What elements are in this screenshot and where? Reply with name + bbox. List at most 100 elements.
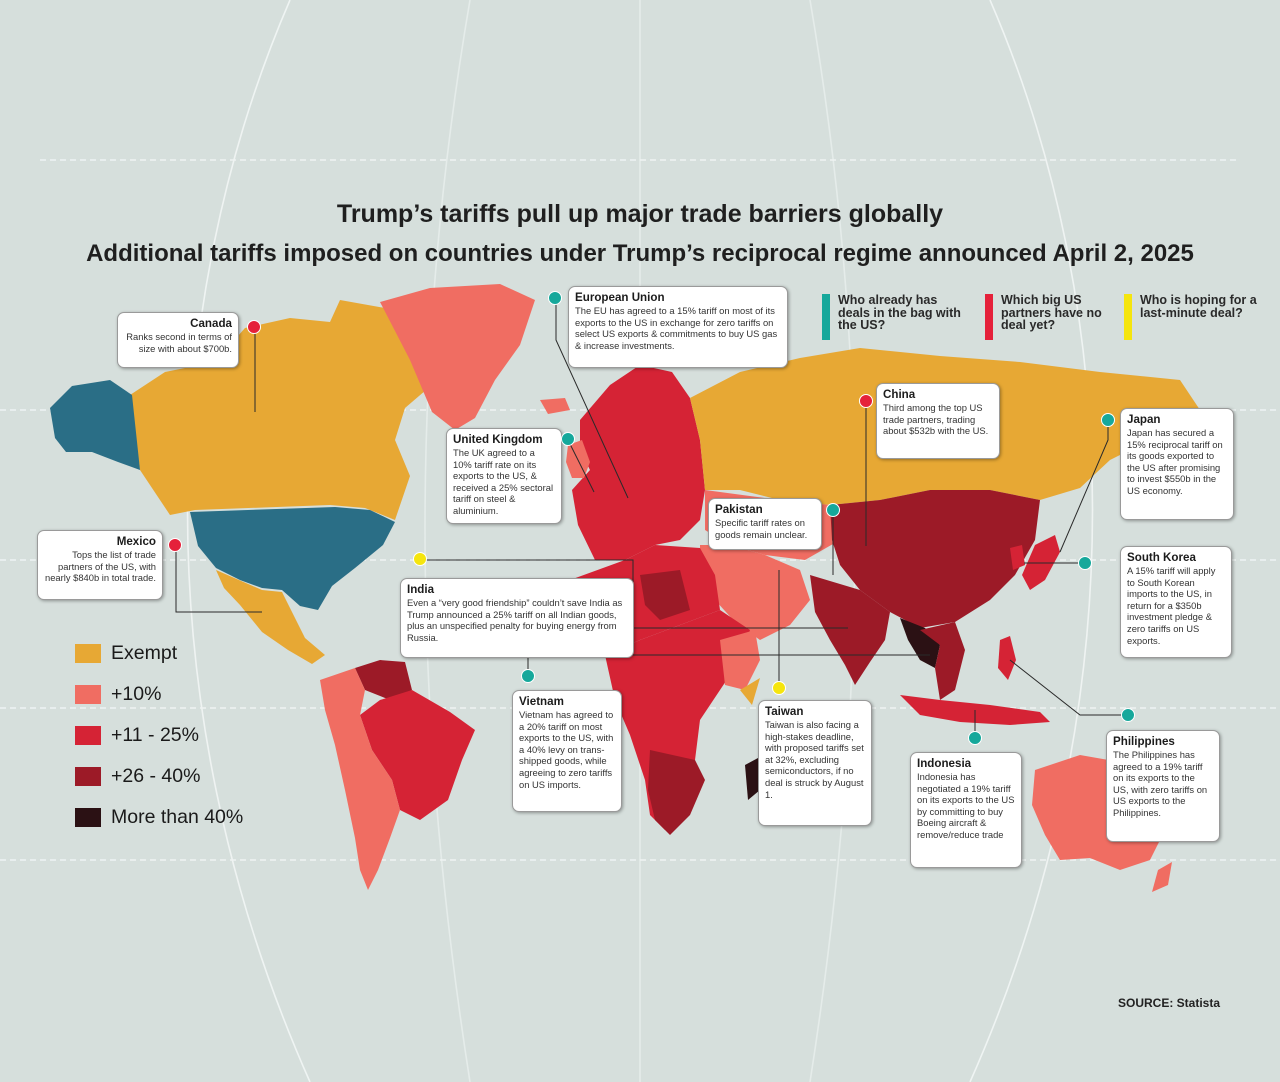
libya-shape: [640, 570, 690, 620]
legend-item-over-40: More than 40%: [75, 805, 244, 828]
usa-shape: [190, 507, 395, 610]
legend-swatch-26-40: [75, 766, 101, 786]
callout-vietnam-title: Vietnam: [519, 695, 564, 708]
question-key-lastminute-text: Who is hoping for a last-minute deal?: [1140, 293, 1257, 320]
brazil-shape: [360, 690, 475, 820]
china-red-marker: [859, 394, 873, 408]
question-key-deal: Who already has deals in the bag with th…: [822, 294, 972, 340]
callout-philippines-body: The Philippines has agreed to a 19% tari…: [1113, 749, 1208, 818]
mexico-red-marker: [168, 538, 182, 552]
eu-teal-marker: [548, 291, 562, 305]
callout-india-title: India: [407, 583, 435, 596]
teal-key-bar: [822, 294, 830, 340]
callout-taiwan-title: Taiwan: [765, 705, 804, 718]
callout-vietnam-body: Vietnam has agreed to a 20% tariff on mo…: [519, 709, 614, 790]
source-credit: SOURCE: Statista: [1118, 996, 1221, 1010]
callout-eu-title: European Union: [575, 291, 665, 304]
legend-swatch-exempt: [75, 643, 101, 663]
legend-label-10: +10%: [111, 682, 162, 705]
philippines-shape: [998, 636, 1016, 680]
india-yellow-marker: [413, 552, 427, 566]
callout-eu: European Union The EU has agreed to a 15…: [568, 286, 788, 368]
callout-pakistan: Pakistan Specific tariff rates on goods …: [708, 498, 822, 550]
indochina-shape: [920, 622, 965, 700]
callout-philippines: Philippines The Philippines has agreed t…: [1106, 730, 1220, 842]
page-subtitle: Additional tariffs imposed on countries …: [86, 240, 1194, 267]
callout-canada-body: Ranks second in terms of size with about…: [126, 331, 232, 354]
page-title: Trump’s tariffs pull up major trade barr…: [336, 200, 944, 228]
legend-swatch-11-25: [75, 725, 101, 745]
legend-item-10: +10%: [75, 682, 243, 705]
callout-south-korea-title: South Korea: [1127, 551, 1196, 564]
korea-shape: [1010, 545, 1025, 570]
east-africa-shape: [720, 630, 760, 690]
callout-taiwan-body: Taiwan is also facing a high-stakes dead…: [765, 719, 864, 800]
india-shape: [810, 575, 890, 685]
mexico-shape: [216, 570, 325, 664]
callout-japan: Japan Japan has secured a 15% reciprocal…: [1120, 408, 1234, 520]
legend-label-over-40: More than 40%: [111, 805, 244, 828]
question-key-nodeal: Which big US partners have no deal yet?: [985, 294, 1113, 340]
callout-china-title: China: [883, 388, 916, 401]
europe-shape: [572, 365, 705, 560]
middle-east-shape: [700, 545, 810, 640]
iceland-shape: [540, 398, 570, 414]
madagascar-shape: [745, 758, 760, 800]
vietnam-teal-marker: [521, 669, 535, 683]
callout-japan-title: Japan: [1127, 413, 1161, 426]
callout-uk-title: United Kingdom: [453, 433, 543, 446]
callout-indonesia: Indonesia Indonesia has negotiated a 19%…: [910, 752, 1022, 868]
callout-uk-body: The UK agreed to a 10% tariff rate on it…: [453, 447, 554, 516]
central-africa-shape: [605, 610, 750, 830]
callout-china: China Third among the top US trade partn…: [876, 383, 1000, 459]
pakistan-teal-marker: [826, 503, 840, 517]
legend-swatch-10: [75, 684, 101, 704]
callout-south-korea: South Korea A 15% tariff will apply to S…: [1120, 546, 1232, 658]
south-korea-teal-marker: [1078, 556, 1092, 570]
callout-indonesia-title: Indonesia: [917, 757, 972, 770]
uk-teal-marker: [561, 432, 575, 446]
philippines-teal-marker: [1121, 708, 1135, 722]
alaska-shape: [50, 380, 140, 470]
indonesia-teal-marker: [968, 731, 982, 745]
callout-uk: United Kingdom The UK agreed to a 10% ta…: [446, 428, 562, 524]
callout-canada-title: Canada: [190, 317, 232, 330]
callout-mexico-title: Mexico: [116, 535, 156, 548]
canada-shape: [130, 300, 440, 520]
new-zealand-shape: [1152, 862, 1172, 892]
legend-item-11-25: +11 - 25%: [75, 723, 243, 746]
callout-india-body: Even a “very good friendship” couldn’t s…: [407, 597, 623, 643]
legend-label-26-40: +26 - 40%: [111, 764, 201, 787]
callout-indonesia-body: Indonesia has negotiated a 19% tariff on…: [917, 771, 1015, 840]
legend-swatch-over-40: [75, 807, 101, 827]
callout-india: India Even a “very good friendship” coul…: [400, 578, 634, 658]
china-shape: [830, 490, 1040, 628]
legend: Exempt +10% +11 - 25% +26 - 40% More tha…: [75, 641, 244, 848]
question-key-nodeal-text: Which big US partners have no deal yet?: [1001, 293, 1102, 332]
legend-item-exempt: Exempt: [75, 641, 243, 664]
yellow-key-bar: [1124, 294, 1132, 340]
southern-africa-shape: [648, 750, 705, 835]
venezuela-shape: [355, 660, 412, 700]
legend-label-11-25: +11 - 25%: [111, 723, 199, 746]
callout-vietnam: Vietnam Vietnam has agreed to a 20% tari…: [512, 690, 622, 812]
callout-pakistan-title: Pakistan: [715, 503, 763, 516]
callout-philippines-title: Philippines: [1113, 735, 1175, 748]
canada-red-marker: [247, 320, 261, 334]
callout-south-korea-body: A 15% tariff will apply to South Korean …: [1127, 565, 1216, 646]
japan-teal-marker: [1101, 413, 1115, 427]
question-key-lastminute: Who is hoping for a last-minute deal?: [1124, 294, 1258, 340]
taiwan-yellow-marker: [772, 681, 786, 695]
callout-canada: Canada Ranks second in terms of size wit…: [117, 312, 239, 368]
callout-china-body: Third among the top US trade partners, t…: [883, 402, 989, 437]
callout-mexico-body: Tops the list of trade partners of the U…: [44, 549, 156, 584]
callout-mexico: Mexico Tops the list of trade partners o…: [37, 530, 163, 600]
legend-label-exempt: Exempt: [111, 641, 178, 664]
callout-japan-body: Japan has secured a 15% reciprocal tarif…: [1127, 427, 1223, 496]
red-key-bar: [985, 294, 993, 340]
south-america-shape: [320, 668, 400, 890]
question-key-deal-text: Who already has deals in the bag with th…: [838, 293, 961, 332]
horn-africa-shape: [740, 678, 760, 705]
